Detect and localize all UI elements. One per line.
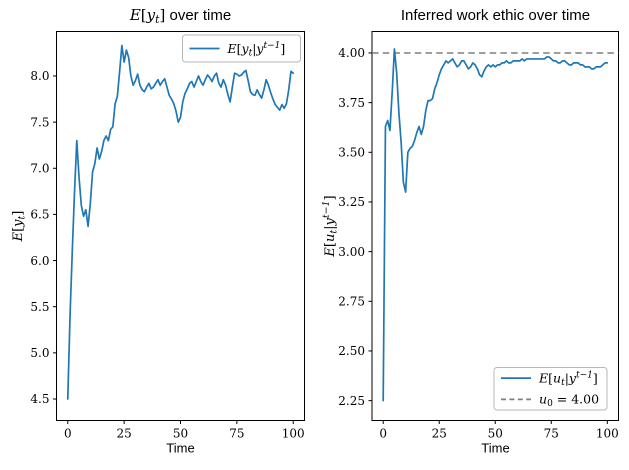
legend: E[ut|yt−1] u0 = 4.00: [493, 367, 608, 411]
legend-entry: E[yt|yt−1]: [189, 41, 286, 59]
y-tick-label: 3.00: [338, 245, 365, 259]
y-axis-label: E[ut|yt−1]: [321, 195, 340, 257]
x-tick-label: 0: [64, 427, 72, 441]
x-axis-label: Time: [481, 441, 509, 456]
series-line: [382, 48, 609, 402]
expected-output-plot: 0 25 50 75 100 4.5 5.0 5.5 6.0 6.5 7.0 7.5 8.0 E[yt] …: [11, 6, 305, 456]
x-tick-label: 50: [173, 427, 188, 441]
y-tick-label: 3.50: [338, 145, 365, 159]
y-tick-label: 8.0: [30, 69, 49, 83]
x-tick-label: 25: [432, 427, 447, 441]
legend-label: E[ut|yt−1]: [538, 370, 598, 388]
legend-entry: E[ut|yt−1]: [501, 370, 598, 388]
y-tick-label: 4.5: [30, 392, 49, 406]
y-axis-label: E[yt]: [11, 211, 28, 243]
legend-frame: [182, 34, 301, 63]
x-tick-label: 25: [116, 427, 131, 441]
y-tick-label: 2.25: [338, 394, 365, 408]
x-axis-ticks: 0 25 50 75 100: [64, 420, 305, 441]
y-tick-label: 5.5: [30, 300, 49, 314]
y-tick-label: 3.25: [338, 195, 365, 209]
x-tick-label: 75: [544, 427, 559, 441]
y-tick-label: 3.75: [338, 96, 365, 110]
y-tick-label: 6.5: [30, 208, 49, 222]
y-tick-label: 2.75: [338, 294, 365, 308]
x-axis-label: Time: [166, 441, 194, 456]
x-tick-label: 50: [488, 427, 503, 441]
y-tick-label: 4.00: [338, 46, 365, 60]
axes-spines: [56, 31, 305, 421]
y-axis-ticks: 4.5 5.0 5.5 6.0 6.5 7.0 7.5 8.0: [30, 69, 57, 406]
plot-title: E[yt] over time: [129, 6, 231, 26]
x-tick-label: 0: [379, 427, 387, 441]
series-line: [66, 44, 295, 400]
plot-title: Inferred work ethic over time: [401, 7, 590, 24]
legend-label: u0 = 4.00: [539, 392, 599, 410]
legend: E[yt|yt−1]: [182, 34, 301, 63]
x-tick-label: 100: [282, 427, 305, 441]
y-tick-label: 2.50: [338, 344, 365, 358]
y-tick-label: 6.0: [30, 254, 49, 268]
x-axis-ticks: 0 25 50 75 100: [379, 420, 619, 441]
y-tick-label: 5.0: [30, 346, 49, 360]
y-axis-ticks: 2.25 2.50 2.75 3.00 3.25 3.50 3.75 4.00: [338, 46, 372, 408]
inferred-work-ethic-plot: 0 25 50 75 100 2.25 2.50 2.75 3.00 3.25 3.50 3.75 4.…: [321, 7, 619, 456]
y-tick-label: 7.0: [30, 161, 49, 175]
legend-entry: u0 = 4.00: [501, 392, 599, 410]
axes-spines: [371, 31, 619, 421]
x-tick-label: 100: [596, 427, 619, 441]
legend-label: E[yt|yt−1]: [227, 41, 286, 59]
y-tick-label: 7.5: [30, 115, 49, 129]
x-tick-label: 75: [229, 427, 244, 441]
